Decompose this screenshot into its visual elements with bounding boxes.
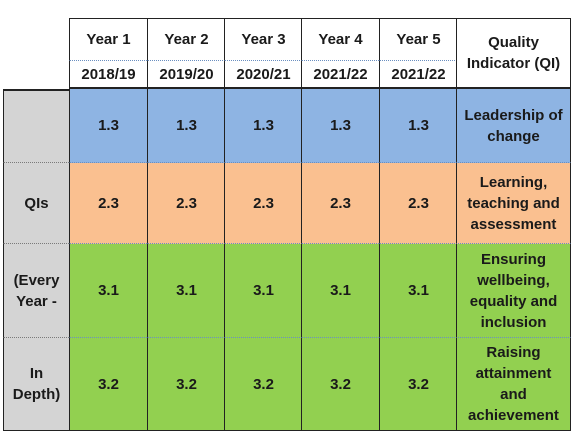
- session-header: 2018/19: [69, 61, 147, 89]
- row-group-label: In Depth): [3, 338, 69, 431]
- quality-indicator-name: Raising attainment and achievement: [456, 338, 571, 431]
- indicator-value: 3.1: [147, 244, 225, 338]
- session-header: 2021/22: [301, 61, 379, 89]
- indicator-value: 3.2: [301, 338, 379, 431]
- indicator-value: 3.1: [379, 244, 457, 338]
- year-header: Year 5: [379, 18, 457, 61]
- indicator-value: 1.3: [379, 89, 457, 163]
- indicator-value: 3.2: [379, 338, 457, 431]
- quality-indicator-name: Learning, teaching and assessment: [456, 163, 571, 244]
- row-group-label: [3, 89, 69, 163]
- indicator-value: 2.3: [224, 163, 302, 244]
- session-header: 2020/21: [224, 61, 302, 89]
- indicator-value: 2.3: [147, 163, 225, 244]
- qi-header: Quality Indicator (QI): [456, 18, 571, 89]
- indicator-value: 2.3: [301, 163, 379, 244]
- indicator-value: 3.2: [147, 338, 225, 431]
- row-group-label: QIs: [3, 163, 69, 244]
- indicator-value: 1.3: [69, 89, 147, 163]
- session-header: 2019/20: [147, 61, 225, 89]
- row-group-label: (Every Year -: [3, 244, 69, 338]
- session-header: 2021/22: [379, 61, 457, 89]
- indicator-value: 3.1: [69, 244, 147, 338]
- indicator-value: 1.3: [147, 89, 225, 163]
- year-header: Year 4: [301, 18, 379, 61]
- indicator-value: 2.3: [379, 163, 457, 244]
- indicator-value: 2.3: [69, 163, 147, 244]
- indicator-value: 1.3: [301, 89, 379, 163]
- quality-indicator-name: Ensuring wellbeing, equality and inclusi…: [456, 244, 571, 338]
- year-header: Year 3: [224, 18, 302, 61]
- year-header: Year 1: [69, 18, 147, 61]
- quality-indicator-name: Leadership of change: [456, 89, 571, 163]
- year-header: Year 2: [147, 18, 225, 61]
- indicator-value: 3.1: [224, 244, 302, 338]
- indicator-value: 1.3: [224, 89, 302, 163]
- indicator-value: 3.1: [301, 244, 379, 338]
- indicator-value: 3.2: [69, 338, 147, 431]
- indicator-value: 3.2: [224, 338, 302, 431]
